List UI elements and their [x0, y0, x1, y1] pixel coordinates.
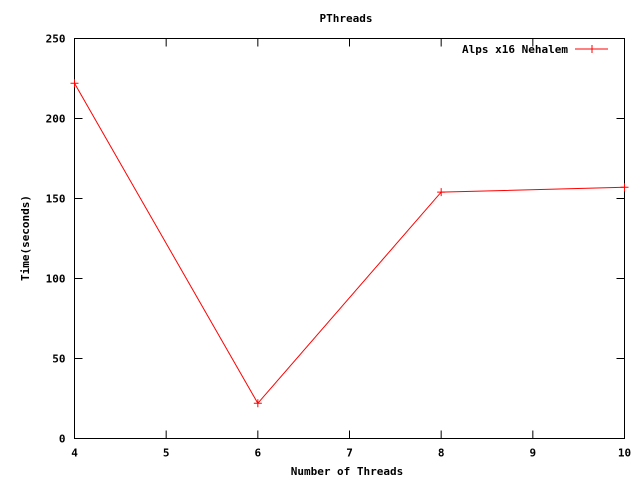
x-tick-label: 4: [71, 447, 78, 460]
series-line: [74, 83, 625, 405]
y-tick-label: 250: [46, 33, 66, 46]
x-axis-label: Number of Threads: [291, 465, 404, 478]
data-point: [620, 183, 629, 192]
legend-marker: [588, 45, 596, 53]
y-axis: 0 50 100 150 200 250: [46, 33, 625, 446]
x-tick-label: 8: [438, 447, 445, 460]
x-tick-label: 7: [346, 447, 353, 460]
y-tick-label: 150: [46, 193, 66, 206]
series-layer: [70, 79, 629, 408]
data-point: [253, 399, 262, 408]
x-tick-label: 9: [530, 447, 537, 460]
chart-title: PThreads: [320, 12, 373, 25]
legend: Alps x16 Nehalem: [462, 43, 608, 56]
y-tick-label: 0: [59, 433, 66, 446]
x-tick-label: 10: [618, 447, 631, 460]
y-tick-label: 50: [52, 353, 65, 366]
y-axis-label: Time(seconds): [19, 195, 32, 281]
data-point: [70, 79, 79, 88]
x-axis: 4 5 6 7 8 9 10: [71, 38, 631, 460]
data-point: [437, 188, 446, 197]
legend-label: Alps x16 Nehalem: [462, 43, 568, 56]
y-tick-label: 200: [46, 113, 66, 126]
x-tick-label: 5: [163, 447, 170, 460]
x-tick-label: 6: [255, 447, 262, 460]
y-tick-label: 100: [46, 273, 66, 286]
